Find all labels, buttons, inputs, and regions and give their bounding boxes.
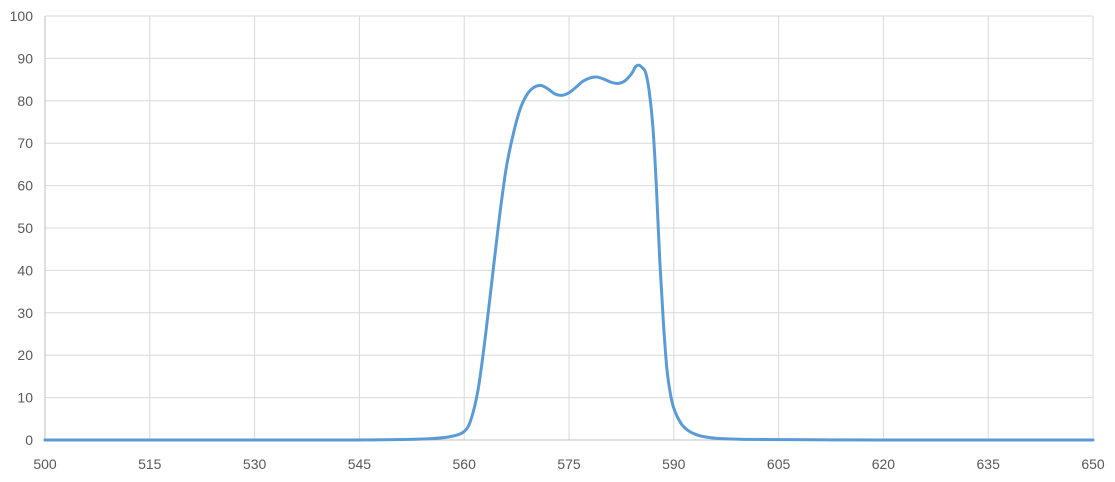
- x-tick-label: 560: [453, 456, 477, 472]
- grid-layer: [45, 15, 1094, 440]
- x-tick-label: 545: [348, 456, 372, 472]
- y-tick-label: 40: [17, 262, 33, 278]
- x-tick-label: 515: [138, 456, 162, 472]
- y-tick-label: 70: [17, 135, 33, 151]
- y-tick-label: 50: [17, 220, 33, 236]
- x-tick-label: 500: [33, 456, 57, 472]
- x-tick-label: 575: [557, 456, 581, 472]
- series-layer: [43, 63, 1095, 442]
- y-tick-label: 90: [17, 50, 33, 66]
- y-tick-label: 10: [17, 390, 33, 406]
- y-tick-label: 0: [25, 432, 33, 448]
- x-tick-label: 605: [767, 456, 791, 472]
- y-tick-label: 100: [10, 8, 34, 24]
- x-tick-label: 590: [662, 456, 686, 472]
- y-tick-label: 60: [17, 178, 33, 194]
- x-tick-label: 530: [243, 456, 267, 472]
- series-line-0: [43, 63, 1095, 442]
- y-tick-label: 30: [17, 305, 33, 321]
- y-tick-label: 20: [17, 347, 33, 363]
- y-tick-label: 80: [17, 93, 33, 109]
- x-tick-label: 620: [872, 456, 896, 472]
- tick-label-layer: 0 10 20 30 40 50 60 70 80 90 100 500 515 530 545 560 575…: [10, 8, 1105, 472]
- x-tick-label: 650: [1081, 456, 1105, 472]
- x-tick-label: 635: [977, 456, 1001, 472]
